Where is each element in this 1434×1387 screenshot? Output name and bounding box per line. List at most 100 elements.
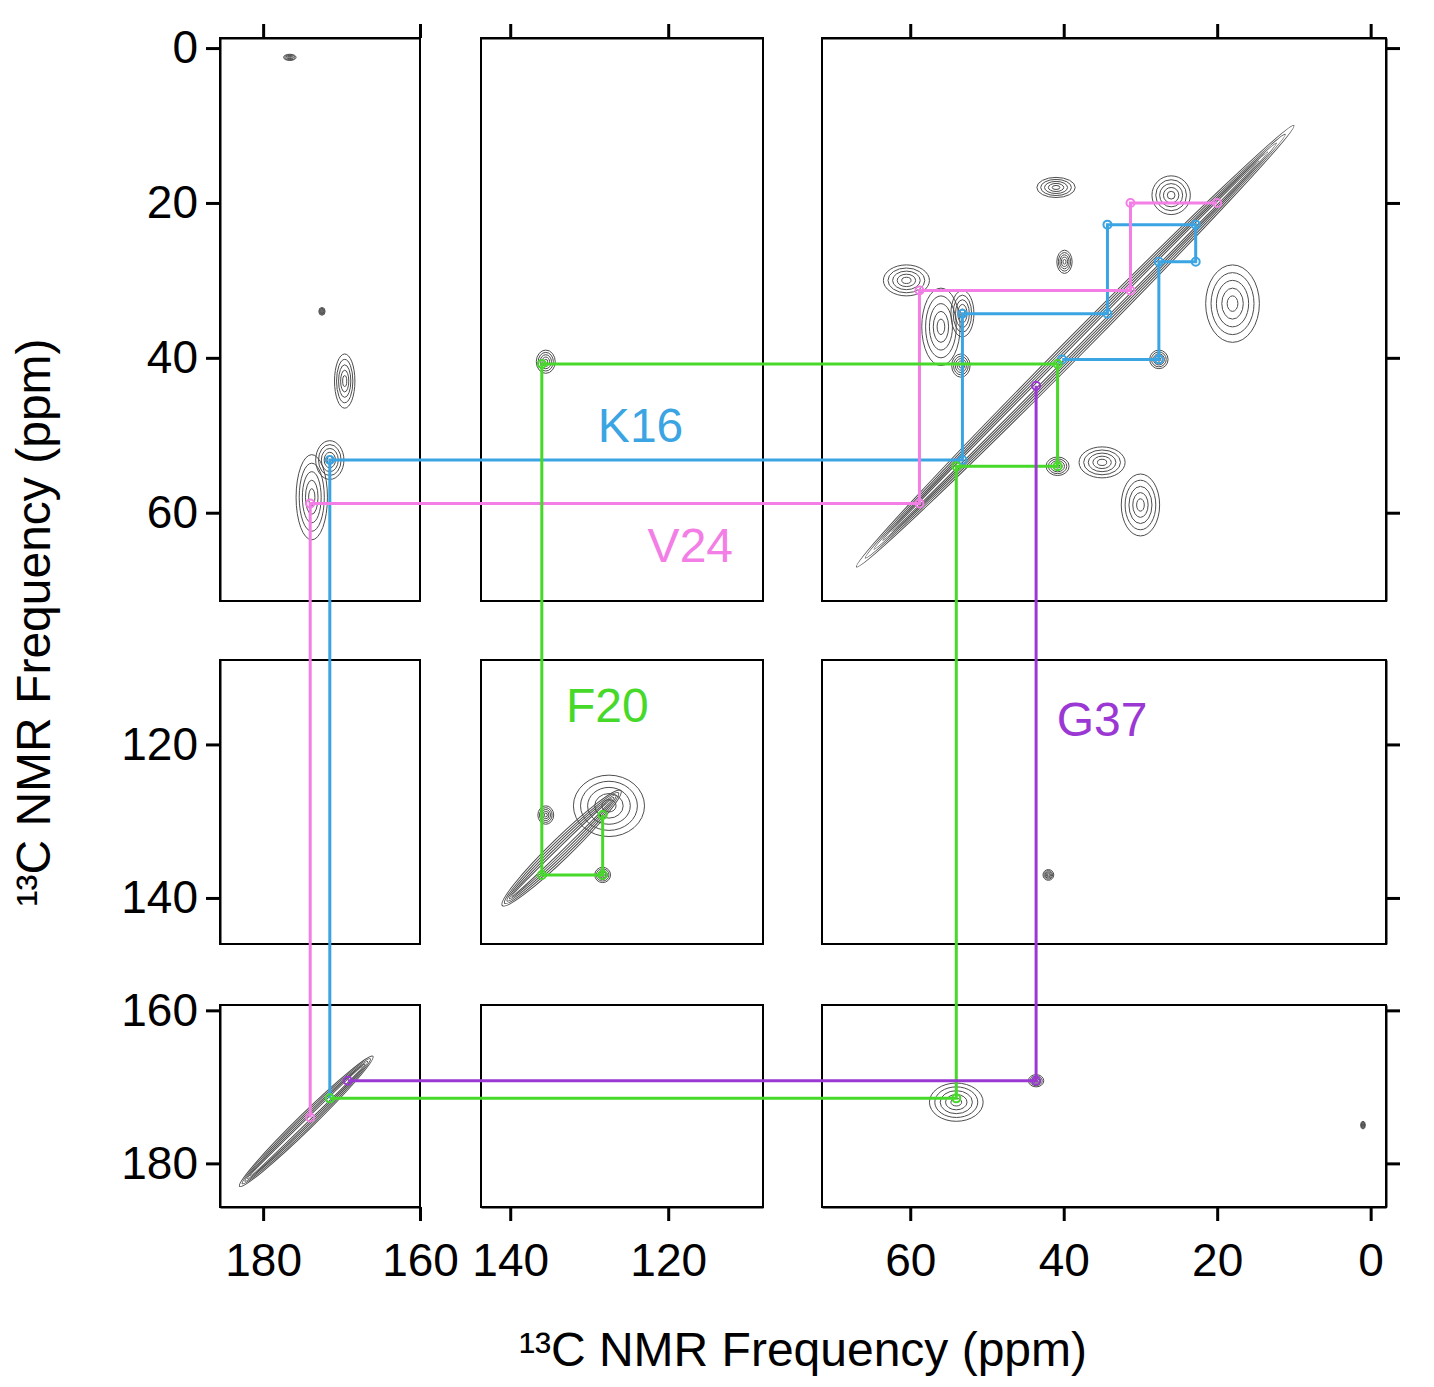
- peak-contour: [1129, 486, 1152, 523]
- diagonal-contour: [880, 149, 1271, 543]
- assignment-point: [1213, 199, 1221, 207]
- axis: 0204060: [147, 21, 221, 601]
- peak-contour: [286, 56, 294, 60]
- peak-contour: [1222, 288, 1243, 319]
- peak-contour: [954, 356, 969, 375]
- peak-contour: [1133, 493, 1148, 518]
- panel-frame: [481, 38, 763, 601]
- panel-frame: [822, 38, 1386, 601]
- assignment-point: [952, 462, 960, 470]
- tick-label: 60: [885, 1234, 936, 1286]
- tick: 120: [630, 1207, 707, 1286]
- panel-frame: [220, 660, 420, 944]
- tick-mark: [909, 1207, 912, 1221]
- peak-contour: [543, 811, 549, 818]
- tick-mark: [262, 24, 265, 38]
- tick-label: 0: [1358, 1234, 1384, 1286]
- peak-contour: [1046, 873, 1050, 877]
- tick: 180: [121, 1137, 220, 1189]
- plot-area: [1043, 870, 1054, 881]
- axis: 180 160: [221, 1207, 459, 1286]
- axis: [221, 24, 421, 39]
- peak-contour: [1362, 1123, 1365, 1128]
- peak-contour: [1048, 183, 1063, 191]
- axis: [482, 24, 764, 39]
- tick: 120: [121, 718, 220, 770]
- peak-contour: [1121, 474, 1159, 536]
- tick-mark: [1386, 47, 1400, 50]
- tick-mark: [667, 24, 670, 38]
- axis: 120140: [121, 661, 220, 945]
- tick-label: 140: [472, 1234, 549, 1286]
- tick-mark: [206, 202, 220, 205]
- tick-label: 120: [630, 1234, 707, 1286]
- peak-contour: [343, 376, 347, 387]
- tick-mark: [206, 1162, 220, 1165]
- peak-contour: [341, 370, 349, 392]
- tick: [1386, 1010, 1400, 1011]
- assignment-point: [326, 1094, 334, 1102]
- peak-contour: [335, 354, 355, 408]
- tick: 180: [225, 1207, 302, 1286]
- assignment-point: [306, 499, 314, 507]
- axis-line: [1386, 39, 1388, 602]
- assignment-point: [1054, 462, 1062, 470]
- tick: [263, 24, 264, 38]
- peak-contour: [305, 480, 318, 514]
- assignment-point: [538, 360, 546, 368]
- tick: [668, 24, 669, 38]
- assignment-point: [599, 811, 607, 819]
- tick: [1217, 24, 1218, 38]
- peak-contour: [1061, 257, 1067, 266]
- assignment-point: [1103, 310, 1111, 318]
- axis: [823, 24, 1387, 39]
- plot-area: [849, 118, 1301, 573]
- assignment-label: K16: [598, 399, 683, 452]
- peak-contour: [1163, 187, 1178, 202]
- tick-label: 40: [147, 331, 198, 383]
- peak-contour: [1152, 176, 1190, 215]
- tick: 160: [382, 1207, 459, 1286]
- plot-area: [929, 1075, 1365, 1129]
- assignment-point: [1032, 382, 1040, 390]
- tick-mark: [509, 24, 512, 38]
- tick-label: 40: [1039, 1234, 1090, 1286]
- assignment-point: [326, 456, 334, 464]
- peak-contour: [1097, 459, 1106, 465]
- peak-contour: [1058, 253, 1070, 272]
- peak-contour: [320, 309, 324, 314]
- peak-contour: [321, 310, 324, 313]
- peak-contour: [922, 288, 960, 365]
- diagonal-contour: [234, 1051, 378, 1192]
- tick-mark: [1370, 24, 1373, 38]
- axis-line: [220, 661, 222, 945]
- peak-contour: [897, 274, 915, 286]
- peak-contour: [595, 794, 623, 819]
- peak-contour: [299, 463, 324, 531]
- tick: 60: [147, 486, 220, 538]
- peak-contour: [284, 54, 297, 60]
- assignment-path: [310, 203, 1217, 1118]
- peak-contour: [1137, 499, 1145, 511]
- tick: [1371, 24, 1372, 38]
- peak-contour: [573, 775, 644, 836]
- tick-mark: [1386, 202, 1400, 205]
- peak-contour: [1362, 1124, 1364, 1126]
- peak-contour: [1216, 280, 1248, 326]
- peak-contour: [1057, 250, 1072, 273]
- peak-contour: [952, 354, 970, 377]
- diagonal-contour: [890, 159, 1260, 533]
- tick-mark: [419, 1207, 422, 1221]
- peak-contour: [538, 352, 553, 371]
- peak-contour: [1361, 1122, 1365, 1128]
- tick-label: 20: [147, 176, 198, 228]
- tick-label: 120: [121, 718, 198, 770]
- tick-label: 180: [225, 1234, 302, 1286]
- peak-contour: [1084, 450, 1121, 475]
- tick-mark: [509, 1207, 512, 1221]
- axis: [1386, 1006, 1400, 1208]
- peak-contour: [926, 296, 957, 358]
- axis: [1386, 39, 1400, 602]
- plot-area: [234, 1051, 378, 1192]
- assignment-point: [1054, 360, 1062, 368]
